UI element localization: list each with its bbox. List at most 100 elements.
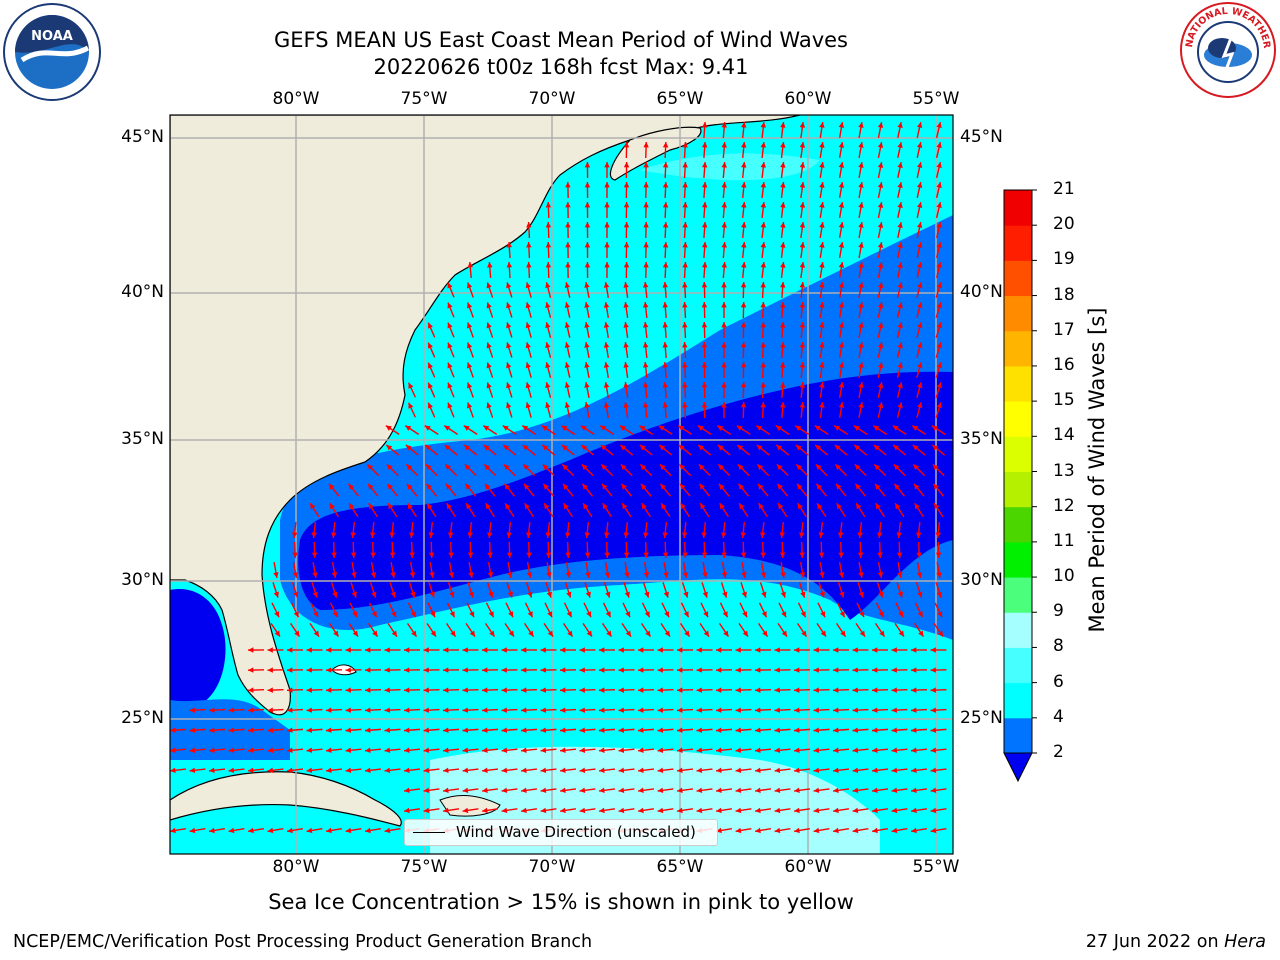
wave-direction-arrowhead — [833, 767, 839, 774]
wave-direction-arrowhead — [891, 747, 898, 753]
wave-direction-arrowhead — [838, 362, 845, 368]
colorbar-tick-label: 21 — [1053, 179, 1075, 199]
wave-direction-arrowhead — [248, 647, 254, 653]
wave-direction-arrowhead — [618, 667, 624, 673]
wave-direction-arrowhead — [760, 222, 767, 228]
wave-direction-arrowhead — [774, 787, 781, 794]
wave-direction-arrowhead — [891, 667, 897, 673]
wave-direction-arrowhead — [540, 687, 546, 693]
wave-direction-arrowhead — [584, 302, 590, 308]
wave-direction-arrowhead — [525, 382, 531, 389]
wave-direction-arrowhead — [819, 322, 825, 328]
footer-date: 27 Jun 2022 on Hera — [1086, 932, 1266, 952]
colorbar-segment — [1004, 225, 1032, 261]
wave-direction-arrowhead — [740, 302, 747, 308]
wave-direction-arrowhead — [486, 342, 492, 349]
wave-direction-arrowhead — [662, 552, 669, 558]
noaa-logo-icon: NOAA — [3, 3, 101, 101]
wave-direction-arrowhead — [740, 552, 747, 558]
wave-direction-arrowhead — [936, 302, 942, 309]
wave-direction-arrowhead — [306, 707, 313, 713]
wave-direction-arrowhead — [526, 222, 532, 228]
wave-direction-arrowhead — [721, 122, 727, 128]
wave-direction-arrowhead — [872, 807, 878, 814]
wave-direction-arrowhead — [664, 630, 670, 637]
wave-direction-arrowhead — [936, 182, 942, 189]
wave-direction-arrowhead — [565, 262, 571, 268]
wave-direction-arrowhead — [897, 142, 903, 148]
wave-direction-arrowhead — [522, 425, 529, 431]
wave-direction-arrowhead — [756, 444, 763, 451]
wave-direction-arrowhead — [678, 444, 685, 451]
wave-direction-arrowhead — [755, 747, 761, 753]
wave-direction-arrowhead — [424, 425, 431, 431]
wave-direction-arrowhead — [584, 382, 590, 388]
wave-direction-arrowhead — [351, 591, 357, 598]
wave-direction-arrowhead — [781, 630, 787, 637]
wave-direction-arrowhead — [662, 302, 668, 308]
wave-direction-arrowhead — [267, 767, 274, 774]
wave-direction-arrowhead — [312, 572, 318, 578]
wave-direction-arrowhead — [601, 483, 608, 490]
wave-direction-arrowhead — [462, 807, 469, 814]
wave-direction-arrowhead — [209, 727, 215, 733]
wave-direction-arrowhead — [760, 572, 767, 578]
wave-direction-arrowhead — [487, 532, 493, 538]
wave-direction-arrowhead — [897, 382, 903, 389]
wave-direction-arrowhead — [838, 262, 845, 268]
wave-direction-arrowhead — [794, 707, 800, 713]
wave-direction-arrowhead — [292, 572, 299, 578]
wave-direction-arrowhead — [835, 464, 842, 471]
wave-direction-arrowhead — [638, 787, 644, 794]
wave-direction-arrowhead — [525, 282, 531, 289]
wave-direction-arrowhead — [623, 532, 629, 538]
wave-direction-arrowhead — [326, 727, 332, 733]
wave-direction-arrowhead — [819, 222, 825, 228]
wave-direction-arrowhead — [800, 591, 806, 598]
wave-direction-arrowhead — [852, 727, 859, 733]
wave-direction-arrowhead — [267, 647, 273, 653]
chart-title-line1: GEFS MEAN US East Coast Mean Period of W… — [274, 28, 848, 52]
wave-direction-arrowhead — [858, 342, 864, 348]
wave-direction-arrowhead — [677, 647, 683, 653]
wave-direction-arrowhead — [891, 727, 898, 733]
wave-direction-arrowhead — [741, 262, 747, 268]
wave-direction-arrowhead — [643, 142, 649, 148]
wave-direction-arrowhead — [833, 787, 839, 794]
wave-direction-arrowhead — [406, 464, 413, 471]
wave-direction-arrowhead — [682, 162, 688, 168]
wave-direction-arrowhead — [584, 532, 590, 538]
wave-direction-arrowhead — [273, 572, 279, 578]
wave-direction-arrowhead — [501, 667, 507, 673]
colorbar-segment — [1004, 295, 1032, 332]
wave-direction-arrowhead — [873, 444, 880, 451]
wave-direction-arrowhead — [623, 262, 630, 268]
colorbar-segment — [1004, 260, 1032, 297]
wave-direction-arrowhead — [662, 182, 669, 188]
wave-direction-arrowhead — [384, 687, 390, 693]
wave-direction-arrowhead — [345, 667, 351, 673]
wave-direction-arrowhead — [506, 262, 513, 268]
wave-direction-arrowhead — [365, 687, 371, 693]
wave-direction-arrowhead — [723, 630, 729, 637]
wave-direction-arrowhead — [565, 222, 571, 228]
wave-direction-arrowhead — [838, 402, 845, 408]
wave-direction-arrowhead — [877, 202, 884, 208]
wave-direction-arrowhead — [501, 727, 508, 733]
wave-direction-arrowhead — [698, 444, 705, 451]
wave-direction-arrowhead — [678, 425, 685, 431]
lat-label-right: 45°N — [960, 127, 1003, 147]
wave-direction-arrowhead — [560, 807, 566, 814]
wave-direction-arrowhead — [599, 787, 605, 794]
wave-direction-arrowhead — [936, 362, 942, 369]
wave-direction-arrowhead — [482, 747, 488, 753]
wave-direction-arrowhead — [545, 242, 552, 248]
wave-direction-arrowhead — [584, 242, 591, 248]
wave-direction-arrowhead — [540, 647, 546, 653]
wave-direction-arrowhead — [896, 552, 903, 558]
wave-direction-arrowhead — [741, 122, 747, 128]
wave-direction-arrowhead — [306, 747, 313, 753]
wave-direction-arrowhead — [833, 667, 839, 673]
wave-direction-arrowhead — [443, 787, 449, 794]
wave-direction-arrowhead — [404, 727, 410, 733]
